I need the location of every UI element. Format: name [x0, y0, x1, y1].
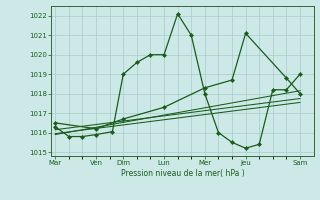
X-axis label: Pression niveau de la mer( hPa ): Pression niveau de la mer( hPa ) [121, 169, 244, 178]
